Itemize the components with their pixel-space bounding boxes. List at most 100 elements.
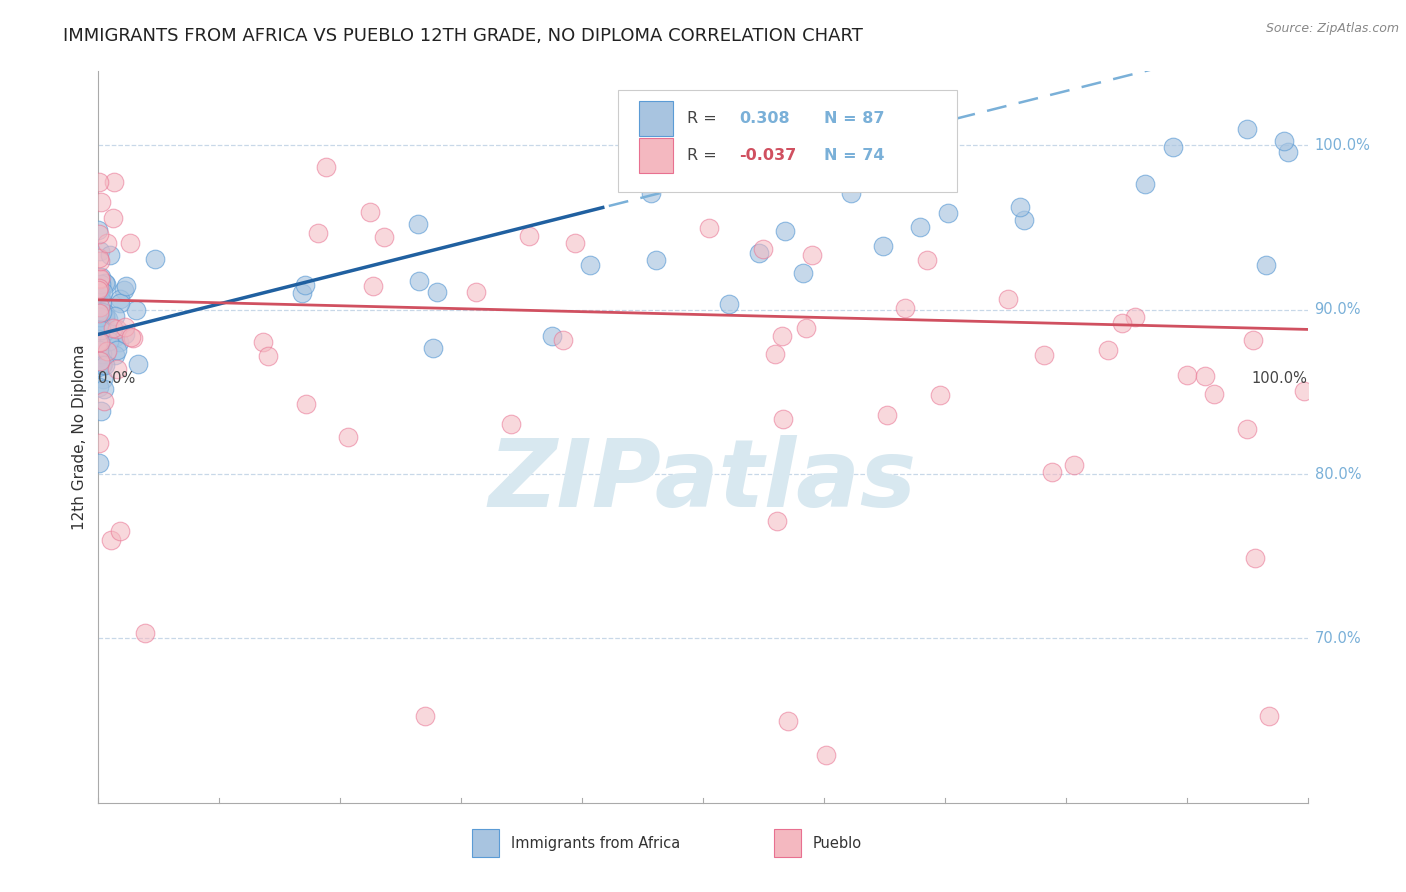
Point — [361, 279, 384, 293]
Point — [108, 295, 131, 310]
Point — [122, 331, 145, 345]
Point — [96, 343, 118, 358]
Point — [104, 348, 127, 362]
Point — [748, 246, 770, 260]
Point — [90, 318, 112, 333]
Point — [87, 456, 110, 470]
Point — [89, 254, 111, 268]
Text: 0.308: 0.308 — [740, 112, 790, 127]
Point — [87, 283, 110, 297]
Point — [1063, 458, 1085, 473]
Point — [789, 128, 811, 143]
Point — [1277, 145, 1299, 159]
Point — [114, 327, 136, 342]
Point — [96, 347, 118, 361]
Point — [87, 283, 110, 297]
Point — [89, 251, 111, 265]
Point — [90, 323, 112, 337]
Point — [91, 294, 114, 309]
Point — [256, 349, 278, 363]
Text: -0.037: -0.037 — [740, 148, 797, 163]
Point — [87, 326, 110, 340]
Point — [89, 272, 111, 286]
Point — [94, 276, 117, 290]
Point — [894, 301, 917, 315]
Point — [499, 417, 522, 432]
Point — [776, 714, 799, 729]
Point — [89, 354, 111, 368]
Point — [89, 317, 111, 331]
Point — [87, 359, 110, 374]
Point — [87, 284, 110, 298]
Point — [87, 281, 110, 295]
Point — [915, 252, 938, 267]
Point — [87, 304, 110, 318]
Point — [127, 357, 149, 371]
Point — [517, 229, 540, 244]
Point — [408, 218, 430, 232]
Point — [422, 341, 444, 355]
Point — [90, 270, 112, 285]
Point — [90, 195, 112, 210]
Point — [93, 322, 115, 336]
FancyBboxPatch shape — [775, 830, 801, 857]
Point — [89, 310, 111, 325]
Point — [114, 278, 136, 293]
Point — [87, 306, 110, 320]
Point — [94, 277, 117, 291]
Point — [1111, 316, 1133, 330]
Point — [307, 226, 329, 240]
Point — [91, 285, 114, 300]
Point — [93, 306, 115, 320]
Point — [295, 397, 318, 411]
Point — [94, 359, 117, 373]
Point — [89, 334, 111, 349]
Point — [134, 625, 156, 640]
Point — [112, 283, 135, 297]
Text: 80.0%: 80.0% — [1315, 467, 1361, 482]
Point — [936, 206, 959, 220]
Point — [89, 271, 111, 285]
Point — [1202, 387, 1225, 401]
Point — [1161, 140, 1184, 154]
Point — [766, 515, 789, 529]
Point — [763, 347, 786, 361]
Point — [103, 211, 125, 225]
Point — [97, 312, 120, 326]
Point — [1135, 177, 1157, 191]
Point — [87, 223, 110, 237]
Point — [551, 333, 574, 347]
Point — [1097, 343, 1119, 357]
Point — [90, 305, 112, 319]
Point — [794, 321, 817, 335]
Point — [252, 335, 274, 350]
Point — [1257, 709, 1279, 723]
Point — [1236, 422, 1258, 436]
Point — [90, 359, 112, 373]
Point — [89, 283, 111, 297]
Point — [1008, 200, 1031, 214]
Text: 70.0%: 70.0% — [1315, 631, 1361, 646]
Point — [772, 412, 794, 426]
FancyBboxPatch shape — [638, 102, 673, 136]
Point — [773, 224, 796, 238]
Point — [87, 343, 110, 357]
Point — [91, 346, 114, 360]
Point — [91, 372, 114, 386]
Point — [87, 334, 110, 348]
Text: 90.0%: 90.0% — [1315, 302, 1361, 318]
Point — [752, 242, 775, 256]
Point — [105, 361, 128, 376]
Point — [336, 430, 359, 444]
Point — [101, 321, 124, 335]
Point — [87, 310, 110, 325]
Text: Pueblo: Pueblo — [813, 836, 862, 851]
Text: R =: R = — [688, 112, 723, 127]
Point — [108, 524, 131, 538]
Point — [1177, 368, 1199, 382]
Point — [96, 235, 118, 250]
Point — [541, 329, 564, 343]
Point — [108, 293, 131, 307]
Point — [90, 285, 112, 299]
Point — [1012, 213, 1035, 227]
